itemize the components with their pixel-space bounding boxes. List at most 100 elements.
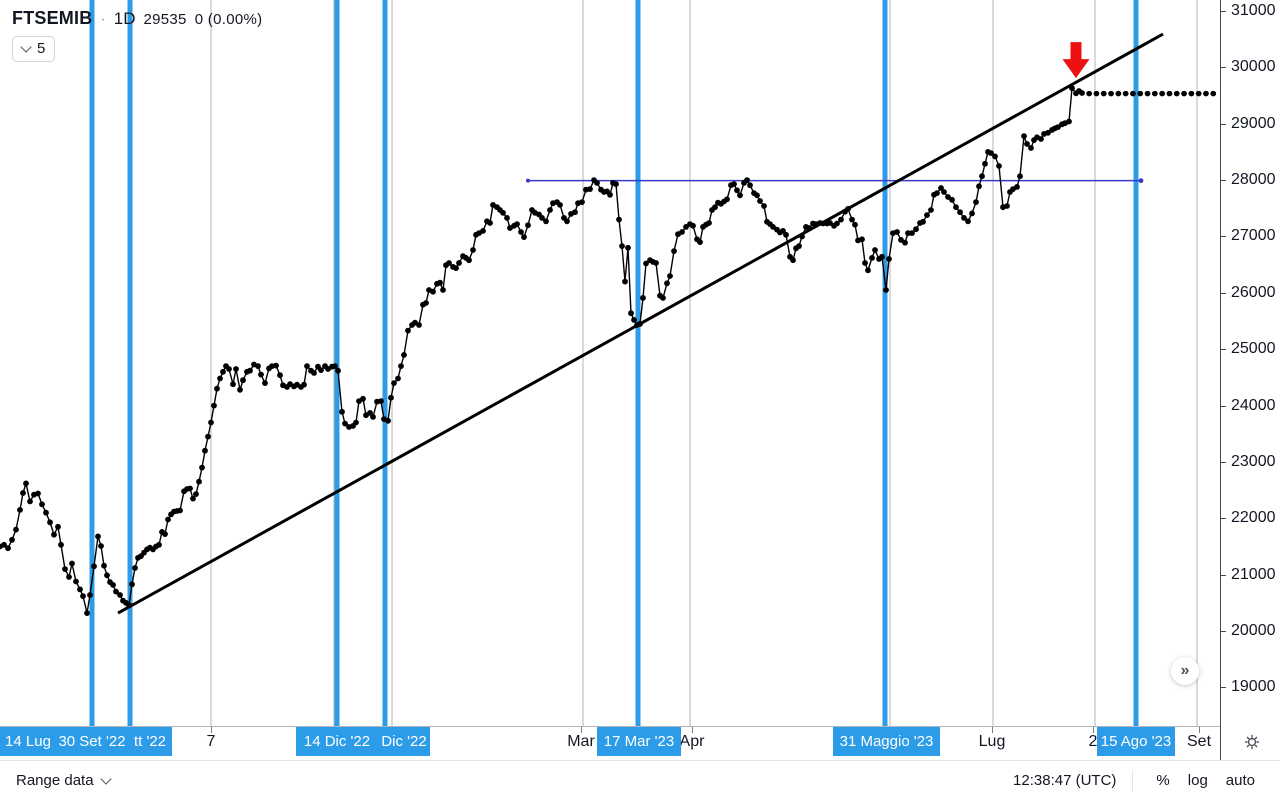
go-to-latest-button[interactable]: » xyxy=(1171,657,1199,685)
price-marker-dot xyxy=(378,398,384,404)
price-marker-dot xyxy=(258,371,264,378)
price-marker-dot xyxy=(969,210,975,217)
log-scale-button[interactable]: log xyxy=(1187,772,1208,789)
event-date-label[interactable]: 15 Ago '23 xyxy=(1097,727,1175,756)
price-marker-dot xyxy=(783,231,789,238)
price-marker-dot xyxy=(456,260,462,266)
price-marker-dot xyxy=(619,243,625,250)
event-date-label[interactable]: 14 Dic '22 xyxy=(296,727,378,756)
price-marker-dot xyxy=(973,199,979,206)
trendline[interactable] xyxy=(117,32,1164,615)
event-date-label[interactable]: 17 Mar '23 xyxy=(597,727,681,756)
price-marker-dot xyxy=(187,485,193,492)
price-marker-dot xyxy=(193,491,199,497)
price-marker-dot xyxy=(423,300,429,306)
price-marker-dot xyxy=(304,363,310,369)
red-down-arrow[interactable] xyxy=(1062,42,1090,79)
price-marker-dot xyxy=(77,586,83,593)
gear-icon[interactable] xyxy=(1243,733,1261,751)
price-axis-tick xyxy=(1221,631,1226,632)
price-marker-dot xyxy=(20,490,26,496)
resistance-line-endpoint[interactable] xyxy=(526,178,530,183)
price-marker-dot xyxy=(453,265,459,271)
price-marker-dot xyxy=(84,610,90,616)
price-marker-dot xyxy=(277,372,283,379)
price-chart-svg[interactable] xyxy=(0,0,1220,726)
percent-scale-button[interactable]: % xyxy=(1156,772,1170,789)
price-axis-label: 31000 xyxy=(1231,2,1276,19)
drawings-collapse-button[interactable]: 5 xyxy=(12,36,56,62)
resistance-line-endpoint[interactable] xyxy=(1138,178,1144,184)
clock-utc[interactable]: 12:38:47 (UTC) xyxy=(1013,772,1117,789)
price-marker-dot xyxy=(95,533,101,540)
price-marker-dot xyxy=(165,516,171,523)
auto-scale-button[interactable]: auto xyxy=(1225,772,1255,789)
legend-separator-dot: · xyxy=(100,11,106,28)
price-marker-dot xyxy=(27,498,33,505)
price-marker-dot xyxy=(401,352,407,358)
date-range-menu[interactable]: Range data xyxy=(16,772,112,789)
price-marker-dot xyxy=(872,247,878,253)
bottom-toolbar: Range data 12:38:47 (UTC) % log auto xyxy=(0,760,1280,800)
event-date-label[interactable]: tt '22 xyxy=(128,727,172,756)
price-marker-dot xyxy=(17,507,23,513)
price-marker-dot xyxy=(190,495,196,502)
price-marker-dot xyxy=(865,267,871,274)
chart-legend: FTSEMIB · 1D 29535 0 (0.00%) 5 xyxy=(12,8,262,62)
price-axis-tick xyxy=(1221,180,1226,181)
price-marker-dot xyxy=(98,543,104,549)
price-marker-dot xyxy=(521,234,527,241)
time-axis-tick xyxy=(1093,727,1094,733)
event-date-label[interactable]: 14 Lug xyxy=(0,727,56,756)
price-axis-label: 21000 xyxy=(1231,566,1276,583)
price-marker-dot xyxy=(1038,136,1044,142)
price-marker-dot xyxy=(514,221,520,228)
price-marker-dot xyxy=(849,216,855,223)
price-marker-dot xyxy=(446,260,452,266)
price-marker-dot xyxy=(957,209,963,216)
price-axis[interactable]: 31000 30000 29000 28000 27000 26000 25000 24000… xyxy=(1220,0,1280,760)
event-date-label[interactable]: 30 Set '22 xyxy=(56,727,128,756)
price-marker-dot xyxy=(132,565,138,571)
time-axis-label: 7 xyxy=(206,733,216,750)
price-marker-dot xyxy=(214,385,220,392)
price-marker-dot xyxy=(301,381,307,388)
time-axis-label: 2 xyxy=(1088,733,1098,750)
chart-canvas[interactable]: FTSEMIB · 1D 29535 0 (0.00%) 5 » xyxy=(0,0,1220,726)
timeframe-label[interactable]: 1D xyxy=(113,9,136,28)
price-marker-dot xyxy=(1028,145,1034,151)
time-axis-label: Lug xyxy=(978,733,1006,750)
price-marker-dot xyxy=(525,222,531,229)
double-chevron-right-icon: » xyxy=(1180,662,1190,679)
price-marker-dot xyxy=(706,220,712,226)
price-marker-dot xyxy=(869,255,875,261)
price-axis-label: 30000 xyxy=(1231,58,1276,75)
price-marker-dot xyxy=(66,574,72,580)
price-marker-dot xyxy=(1004,203,1010,209)
price-marker-dot xyxy=(518,229,524,235)
price-axis-label: 23000 xyxy=(1231,453,1276,470)
price-marker-dot xyxy=(883,287,889,293)
price-marker-dot xyxy=(247,367,253,374)
price-marker-dot xyxy=(110,582,116,588)
price-marker-dot xyxy=(653,260,659,266)
event-date-label[interactable]: Dic '22 xyxy=(378,727,430,756)
price-axis-label: 22000 xyxy=(1231,509,1276,526)
last-price-value: 29535 xyxy=(143,11,187,28)
price-marker-dot xyxy=(697,239,703,246)
price-marker-dot xyxy=(667,273,673,279)
price-marker-dot xyxy=(664,280,670,287)
symbol-name[interactable]: FTSEMIB xyxy=(12,8,93,28)
price-marker-dot xyxy=(859,236,865,243)
price-axis-tick xyxy=(1221,462,1226,463)
price-axis-label: 26000 xyxy=(1231,284,1276,301)
price-marker-dot xyxy=(754,192,760,199)
time-axis-tick xyxy=(992,727,993,733)
price-marker-dot xyxy=(988,150,994,157)
price-marker-dot xyxy=(679,229,685,235)
price-marker-dot xyxy=(62,566,68,572)
time-axis[interactable]: 7 Mar Apr Lug 2 Set 14 Lug 30 Set '22 tt '22 14 D… xyxy=(0,726,1220,761)
event-date-label[interactable]: 31 Maggio '23 xyxy=(833,727,940,756)
price-marker-dot xyxy=(747,182,753,189)
price-marker-dot xyxy=(117,592,123,598)
